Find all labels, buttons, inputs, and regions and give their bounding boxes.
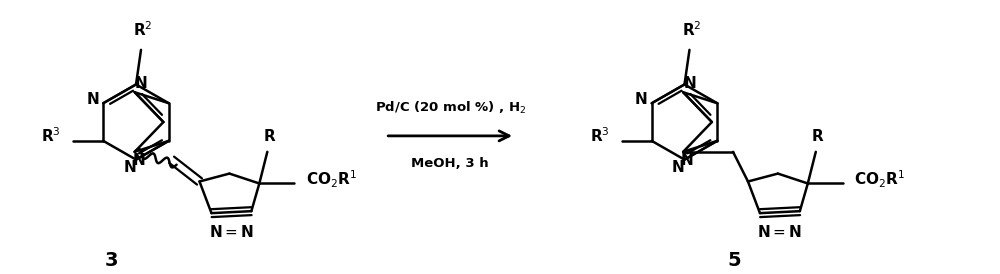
Text: N$=$N: N$=$N bbox=[209, 224, 254, 240]
Text: N: N bbox=[681, 153, 693, 168]
Text: R$^3$: R$^3$ bbox=[590, 127, 610, 145]
Text: R: R bbox=[263, 129, 275, 144]
Text: Pd/C (20 mol %) , H$_2$: Pd/C (20 mol %) , H$_2$ bbox=[375, 100, 526, 116]
Text: N: N bbox=[635, 92, 648, 107]
Text: R$^2$: R$^2$ bbox=[682, 21, 701, 39]
Text: R$^3$: R$^3$ bbox=[41, 127, 61, 145]
Text: N: N bbox=[123, 160, 136, 175]
Text: MeOH, 3 h: MeOH, 3 h bbox=[411, 157, 489, 170]
Text: R: R bbox=[812, 129, 824, 144]
Text: 5: 5 bbox=[728, 251, 741, 270]
Text: R$^2$: R$^2$ bbox=[133, 21, 153, 39]
Text: CO$_2$R$^1$: CO$_2$R$^1$ bbox=[854, 169, 905, 190]
Text: N: N bbox=[135, 76, 148, 91]
Text: N: N bbox=[132, 153, 145, 168]
Text: CO$_2$R$^1$: CO$_2$R$^1$ bbox=[306, 169, 357, 190]
Text: N: N bbox=[86, 92, 99, 107]
Text: 3: 3 bbox=[104, 251, 118, 270]
Text: N: N bbox=[672, 160, 684, 175]
Text: N$=$N: N$=$N bbox=[757, 224, 802, 240]
Text: N: N bbox=[683, 76, 696, 91]
